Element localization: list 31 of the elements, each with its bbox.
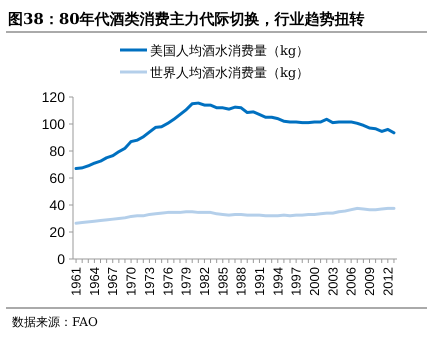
x-tick-label: 1973 — [142, 267, 157, 296]
y-tick-label: 120 — [42, 89, 66, 105]
y-tick-label: 100 — [42, 116, 66, 132]
x-tick-label: 1988 — [234, 267, 249, 296]
x-tick-label: 1982 — [196, 267, 212, 296]
x-tick-label: 2003 — [325, 267, 340, 296]
x-tick-label: 1997 — [288, 267, 304, 296]
y-tick-label: 80 — [49, 143, 66, 159]
y-tick-label: 60 — [49, 170, 66, 186]
x-tick-label: 1976 — [160, 267, 176, 296]
line-series — [74, 206, 396, 225]
x-tick-label: 1985 — [215, 267, 230, 296]
x-tick-label: 2000 — [306, 267, 322, 296]
source-note: 数据来源：FAO — [12, 315, 98, 329]
x-tick-label: 1991 — [252, 267, 267, 296]
legend-label: 世界人均酒水消费量（kg） — [150, 66, 310, 81]
legend-label: 美国人均酒水消费量（kg） — [150, 43, 310, 59]
x-tick-label: 2006 — [344, 267, 359, 296]
x-tick-label: 1964 — [86, 267, 102, 296]
x-tick-label: 1994 — [270, 267, 286, 296]
x-tick-label: 1961 — [68, 267, 84, 296]
x-tick-label: 1970 — [124, 267, 139, 296]
y-tick-label: 40 — [49, 197, 66, 213]
x-tick-label: 2009 — [362, 267, 377, 296]
y-tick-label: 0 — [57, 251, 66, 267]
x-tick-label: 1967 — [105, 267, 120, 296]
chart-title: 图38：80年代酒类消费主力代际切换，行业趋势扭转 — [8, 10, 365, 28]
x-tick-label: 1979 — [178, 267, 194, 296]
y-tick-label: 20 — [49, 224, 66, 240]
line-series — [74, 102, 396, 170]
x-tick-label: 2012 — [380, 267, 396, 296]
